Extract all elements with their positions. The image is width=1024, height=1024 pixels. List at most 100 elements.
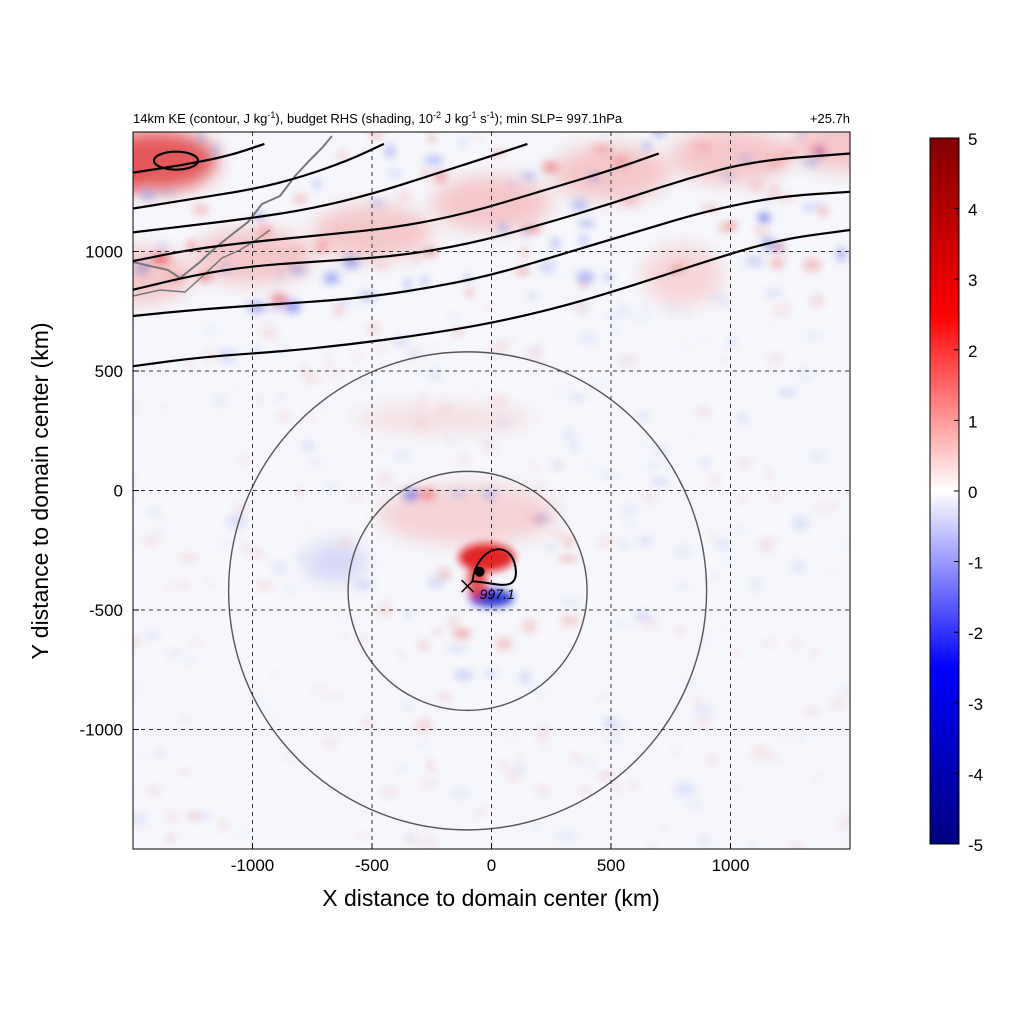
shading-speck: [466, 289, 474, 297]
shading-speck: [355, 582, 374, 589]
shading-speck: [361, 379, 379, 386]
colorbar-tick-label: -4: [968, 765, 983, 784]
shading-speck: [449, 490, 468, 496]
y-tick-label: 1000: [85, 243, 123, 262]
range-ring: [227, 351, 708, 831]
shading-speck: [140, 189, 156, 200]
shading-speck: [375, 609, 394, 615]
shading-speck: [486, 301, 495, 315]
shading-speck: [387, 169, 403, 178]
shading-speck: [421, 777, 438, 790]
shading-speck: [729, 784, 742, 792]
shading-speck: [481, 489, 497, 500]
ke-contour: [133, 142, 385, 210]
shading-speck: [510, 731, 517, 742]
shading-speck: [323, 693, 344, 700]
shading-speck: [536, 480, 545, 489]
shading-speck: [664, 301, 680, 314]
shading-speck: [448, 615, 460, 629]
shading-speck: [334, 303, 344, 318]
shading-speck: [552, 238, 559, 248]
shading-speck: [178, 715, 192, 723]
shading-speck: [640, 492, 659, 504]
shading-speck: [391, 449, 412, 461]
shading-speck: [701, 457, 711, 470]
shading-speck: [417, 718, 434, 732]
shading-speck: [212, 394, 227, 409]
shading-speck: [646, 462, 665, 469]
shading-speck: [555, 830, 576, 843]
shading-speck: [751, 748, 769, 760]
shading-speck: [412, 407, 420, 414]
shading-speck: [309, 685, 328, 696]
shading-speck: [675, 581, 690, 590]
shading-speck: [708, 846, 718, 849]
storm-center: 997.1: [461, 566, 515, 602]
colorbar-tick-label: 1: [968, 412, 977, 431]
shading-speck: [630, 315, 649, 321]
shading-speck: [411, 254, 421, 265]
shading-speck: [489, 395, 508, 406]
shading-speck: [652, 132, 666, 137]
shading-speck: [604, 733, 622, 746]
shading-speck: [143, 535, 159, 545]
shading-speck: [517, 752, 525, 762]
shading-speck: [591, 144, 611, 154]
shading-speck: [704, 755, 720, 767]
shading-speck: [581, 757, 596, 769]
shading-speck: [446, 435, 455, 444]
shading-speck: [748, 842, 756, 849]
shading-speck: [143, 631, 160, 639]
shading-speck: [226, 514, 246, 528]
shading-speck: [534, 513, 550, 524]
shading-speck: [279, 342, 288, 357]
shading-speck: [276, 392, 284, 402]
shading-speck: [166, 811, 179, 824]
ke-contours: [133, 142, 850, 586]
title-part: s: [476, 111, 487, 126]
shading-speck: [839, 683, 850, 697]
shading-speck: [293, 247, 304, 252]
ke-contour: [133, 190, 850, 318]
shading-speck: [795, 132, 805, 140]
shading-speck: [368, 322, 379, 336]
shading-speck: [521, 171, 536, 182]
shading-speck: [371, 199, 385, 207]
shading-speck: [156, 404, 172, 414]
x-tick-label: 500: [597, 856, 625, 875]
shading-speck: [619, 505, 639, 513]
shading-speck: [794, 842, 806, 849]
shading-speck: [709, 291, 725, 303]
shading-speck: [728, 336, 736, 347]
shading-speck: [235, 387, 244, 396]
shading-speck: [153, 750, 168, 757]
shading-speck: [211, 143, 221, 158]
shading-speck: [771, 302, 792, 317]
shading-speck: [159, 189, 178, 194]
shading-speck: [802, 203, 814, 212]
y-axis-label: Y distance to domain center (km): [27, 322, 53, 659]
shading-speck: [721, 173, 734, 181]
shading-speck: [708, 530, 717, 541]
shading-speck: [336, 151, 350, 161]
shading-speck: [764, 289, 783, 297]
shading-speck: [513, 763, 525, 775]
shading-speck: [372, 263, 389, 269]
shading-speck: [276, 270, 284, 281]
shading-speck: [303, 728, 313, 733]
shading-speck: [790, 638, 800, 651]
shading-speck: [674, 782, 695, 797]
shading-speck: [694, 715, 712, 726]
shading-speck: [185, 358, 195, 367]
shading-speck: [455, 671, 473, 679]
shading-speck: [693, 693, 702, 708]
shading-speck: [673, 544, 693, 558]
shading-speck: [792, 737, 806, 743]
shading-speck: [427, 759, 434, 773]
shading-speck: [839, 541, 850, 551]
colorbar-tick-label: -2: [968, 624, 983, 643]
colorbar-tick-label: -3: [968, 695, 983, 714]
shading-speck: [216, 819, 230, 832]
title-part: ); min SLP= 997.1hPa: [495, 111, 623, 126]
